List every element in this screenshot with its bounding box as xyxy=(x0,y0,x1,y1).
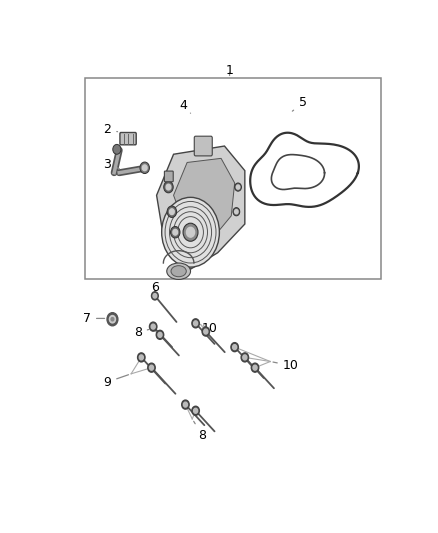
Text: 2: 2 xyxy=(103,123,117,136)
Circle shape xyxy=(182,400,189,409)
Text: 3: 3 xyxy=(103,158,119,171)
Circle shape xyxy=(184,402,187,407)
Circle shape xyxy=(151,324,155,329)
Text: 10: 10 xyxy=(201,322,217,335)
Circle shape xyxy=(173,229,178,235)
Circle shape xyxy=(183,223,198,241)
Text: 7: 7 xyxy=(83,312,105,325)
Ellipse shape xyxy=(171,265,186,277)
Circle shape xyxy=(167,206,177,217)
Circle shape xyxy=(251,363,259,372)
Circle shape xyxy=(140,162,149,174)
Circle shape xyxy=(192,406,199,415)
Polygon shape xyxy=(173,158,235,240)
Circle shape xyxy=(241,353,249,362)
Text: 8: 8 xyxy=(194,421,206,442)
Text: 1: 1 xyxy=(226,63,233,77)
Circle shape xyxy=(235,183,241,191)
Circle shape xyxy=(202,327,209,336)
Circle shape xyxy=(194,321,198,326)
Circle shape xyxy=(148,363,155,372)
Circle shape xyxy=(243,355,247,360)
Circle shape xyxy=(235,209,238,214)
Circle shape xyxy=(156,330,164,340)
Circle shape xyxy=(194,408,198,413)
Circle shape xyxy=(142,165,147,171)
Circle shape xyxy=(170,227,180,238)
Circle shape xyxy=(233,345,237,350)
FancyBboxPatch shape xyxy=(120,133,136,145)
Circle shape xyxy=(113,144,121,154)
FancyBboxPatch shape xyxy=(194,136,212,156)
Text: 4: 4 xyxy=(180,99,191,113)
Circle shape xyxy=(110,316,116,323)
Circle shape xyxy=(166,184,171,190)
Circle shape xyxy=(204,329,208,334)
Circle shape xyxy=(153,294,157,298)
FancyBboxPatch shape xyxy=(164,171,173,182)
Bar xyxy=(85,78,381,279)
Text: 6: 6 xyxy=(151,281,159,294)
Circle shape xyxy=(152,292,158,300)
Circle shape xyxy=(138,353,145,362)
Circle shape xyxy=(158,333,162,337)
Circle shape xyxy=(253,365,257,370)
Circle shape xyxy=(170,209,174,215)
Circle shape xyxy=(164,181,173,193)
Polygon shape xyxy=(156,146,245,269)
Text: 8: 8 xyxy=(134,326,149,340)
Ellipse shape xyxy=(167,263,191,279)
Circle shape xyxy=(192,319,199,328)
Circle shape xyxy=(231,343,238,352)
Text: 9: 9 xyxy=(103,375,128,389)
Circle shape xyxy=(233,207,240,216)
Circle shape xyxy=(162,197,219,267)
Circle shape xyxy=(149,365,154,370)
Circle shape xyxy=(139,355,143,360)
Circle shape xyxy=(111,318,114,321)
Text: 5: 5 xyxy=(293,96,307,111)
Circle shape xyxy=(107,313,118,326)
Text: 10: 10 xyxy=(273,359,299,372)
Circle shape xyxy=(187,227,194,237)
Circle shape xyxy=(237,185,240,189)
Circle shape xyxy=(149,322,157,331)
